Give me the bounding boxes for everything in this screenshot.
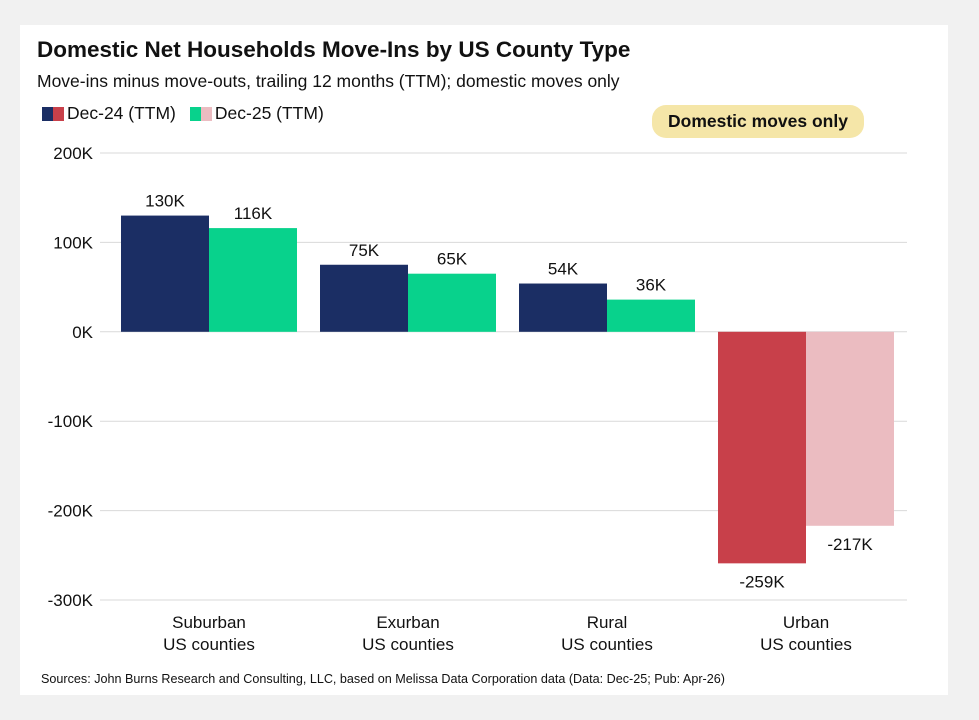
legend-swatch-dec25-positive	[189, 106, 201, 121]
bar-dec24	[718, 331, 806, 564]
category-label: US counties	[561, 635, 653, 654]
data-label: 75K	[349, 241, 380, 260]
data-label: 54K	[548, 260, 579, 279]
chart-title: Domestic Net Households Move-Ins by US C…	[37, 37, 631, 62]
y-tick-label: 0K	[72, 323, 93, 342]
data-label: 65K	[437, 250, 468, 269]
data-label: -259K	[739, 572, 785, 591]
chart-subtitle: Move-ins minus move-outs, trailing 12 mo…	[37, 71, 620, 91]
legend-item-dec24: Dec-24 (TTM)	[42, 103, 176, 124]
bar-dec25	[806, 331, 894, 526]
category-label: US counties	[760, 635, 852, 654]
data-label: 130K	[145, 192, 185, 211]
category-label: Suburban	[172, 613, 246, 632]
bar-chart: 200K 100K 0K -100K -200K -300K 130K 116K Suburba…	[48, 144, 907, 654]
domestic-moves-badge: Domestic moves only	[652, 105, 864, 138]
category-label: Urban	[783, 613, 829, 632]
bar-dec24	[320, 264, 408, 332]
data-label: -217K	[827, 535, 873, 554]
bar-dec25	[607, 299, 695, 332]
legend-label-dec24: Dec-24 (TTM)	[67, 103, 176, 123]
data-label: 116K	[234, 204, 273, 223]
y-tick-label: -200K	[48, 502, 94, 521]
category-label: Rural	[587, 613, 628, 632]
source-note: Sources: John Burns Research and Consult…	[41, 672, 725, 686]
data-label: 36K	[636, 276, 667, 295]
y-tick-label: 100K	[53, 233, 93, 252]
legend-swatch-dec24-negative	[53, 106, 64, 121]
bar-dec24	[121, 215, 209, 332]
bar-dec25	[408, 273, 496, 332]
category-label: US counties	[163, 635, 255, 654]
y-tick-label: -300K	[48, 591, 94, 610]
bar-dec25	[209, 228, 297, 332]
y-tick-label: -100K	[48, 412, 94, 431]
category-label: Exurban	[376, 613, 439, 632]
legend-label-dec25: Dec-25 (TTM)	[214, 103, 324, 123]
chart-card: Domestic Net Households Move-Ins by US C…	[20, 25, 948, 695]
legend-swatch-dec24-positive	[42, 106, 53, 121]
legend-swatch-dec25-negative	[200, 106, 212, 121]
y-tick-label: 200K	[53, 144, 93, 163]
legend-item-dec25: Dec-25 (TTM)	[189, 103, 324, 124]
legend: Dec-24 (TTM) Dec-25 (TTM)	[42, 103, 338, 124]
category-label: US counties	[362, 635, 454, 654]
bar-dec24	[519, 283, 607, 332]
